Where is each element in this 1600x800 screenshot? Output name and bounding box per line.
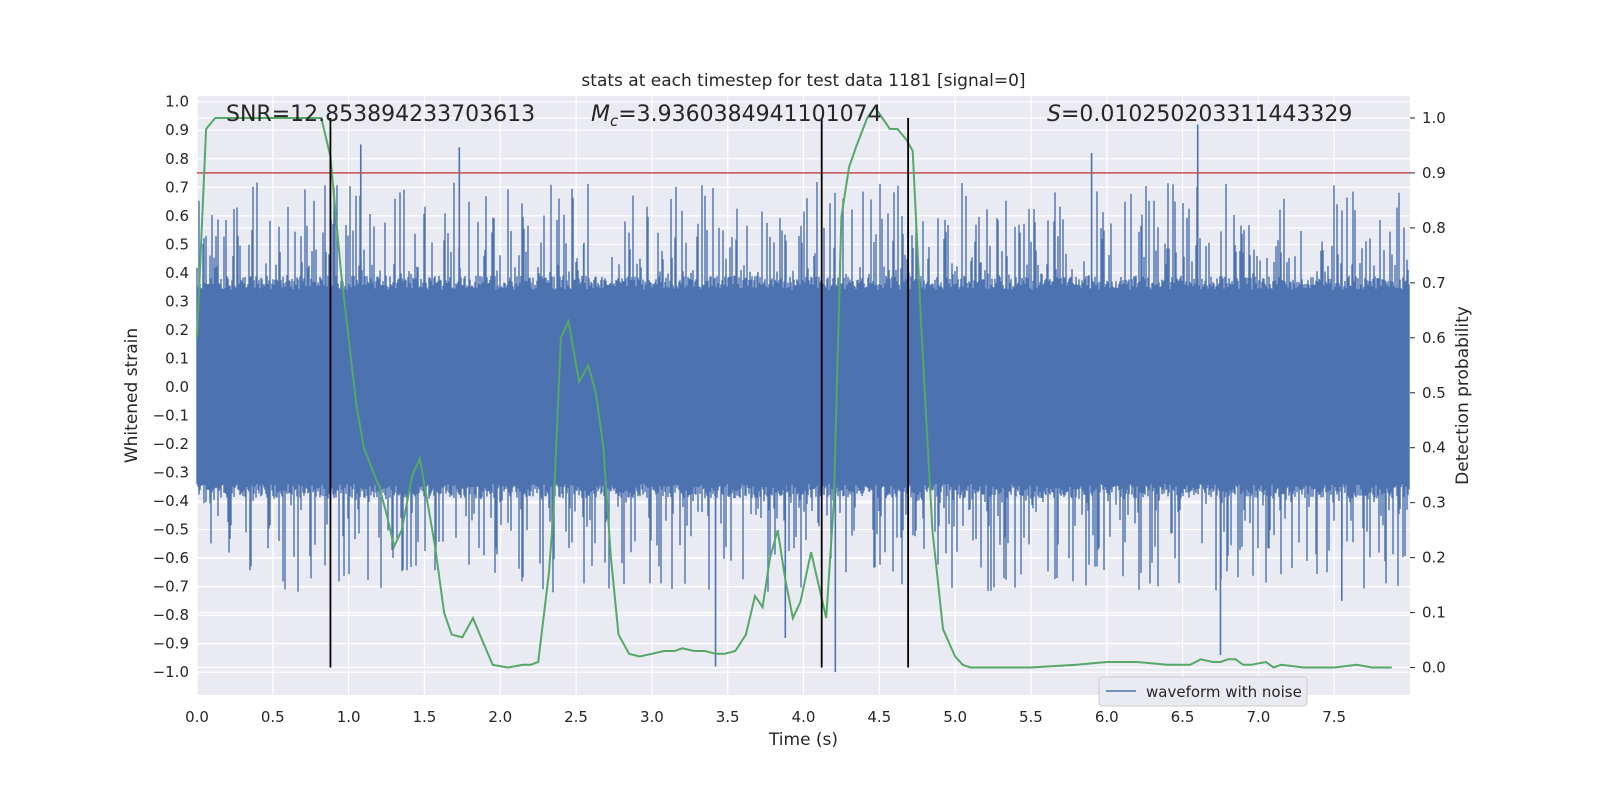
y-left-tick-label: −0.4 <box>153 492 189 510</box>
x-tick-label: 3.5 <box>716 708 740 726</box>
y-left-tick-label: −0.5 <box>153 521 189 539</box>
y-axis-left-label: Whitened strain <box>122 328 142 463</box>
x-tick-label: 4.5 <box>867 708 891 726</box>
y-left-tick-label: 0.7 <box>165 178 189 196</box>
overlay-lines <box>196 105 1410 669</box>
y-left-tick-label: 0.8 <box>165 150 189 168</box>
y-right-tick-label: 0.4 <box>1422 439 1446 457</box>
y-left-tick-label: −0.3 <box>153 464 189 482</box>
s-statistic-annotation: S=0.010250203311443329 <box>1047 102 1352 127</box>
y-left-tick-label: −0.7 <box>153 578 189 596</box>
x-tick-label: 5.5 <box>1019 708 1043 726</box>
chirp-mass-subscript: c <box>610 112 619 130</box>
y-left-tick-label: 0.9 <box>165 121 189 139</box>
y-left-tick-label: 0.5 <box>165 235 189 253</box>
x-tick-label: 7.5 <box>1322 708 1346 726</box>
y-right-tick-label: 1.0 <box>1422 109 1446 127</box>
y-right-tick-label: 0.8 <box>1422 219 1446 237</box>
chart-title: stats at each timestep for test data 118… <box>581 71 1025 91</box>
y-left-tick-label: 0.4 <box>165 264 189 282</box>
chirp-mass-annotation: Mc=3.9360384941101074 <box>591 102 882 130</box>
y-left-tick-label: −0.2 <box>153 435 189 453</box>
y-axis-right-label: Detection probability <box>1453 306 1473 485</box>
y-left-tick-label: 1.0 <box>165 93 189 111</box>
axis-ticks: 0.0 0.5 1.0 1.5 2.0 2.5 3.0 3.5 4.0 4.5 5.0 5.5 6.0 6… <box>153 93 1446 726</box>
y-right-tick-label: 0.2 <box>1422 549 1446 567</box>
y-left-tick-label: −0.8 <box>153 606 189 624</box>
y-left-tick-label: −0.6 <box>153 549 189 567</box>
y-right-tick-label: 0.1 <box>1422 604 1446 622</box>
y-left-tick-label: −1.0 <box>153 663 189 681</box>
s-statistic-symbol: S <box>1047 102 1061 127</box>
x-tick-label: 1.5 <box>413 708 437 726</box>
x-tick-label: 2.5 <box>564 708 588 726</box>
y-left-tick-label: −0.9 <box>153 635 189 653</box>
chart-legend: waveform with noise <box>1098 676 1308 707</box>
snr-annotation: SNR=12.853894233703613 <box>226 102 535 127</box>
detection-probability-line <box>196 105 1392 669</box>
chirp-mass-symbol: M <box>591 102 610 127</box>
y-left-tick-label: 0.1 <box>165 349 189 367</box>
y-left-tick-label: −0.1 <box>153 406 189 424</box>
x-tick-label: 5.0 <box>943 708 967 726</box>
x-tick-label: 1.0 <box>337 708 361 726</box>
y-left-tick-label: 0.2 <box>165 321 189 339</box>
y-right-tick-label: 0.3 <box>1422 494 1446 512</box>
y-left-tick-label: 0.0 <box>165 378 189 396</box>
s-statistic-value: =0.010250203311443329 <box>1061 102 1352 127</box>
y-right-tick-label: 0.0 <box>1422 659 1446 677</box>
x-tick-label: 7.0 <box>1246 708 1270 726</box>
x-axis-label: Time (s) <box>768 730 838 750</box>
y-left-tick-label: 0.6 <box>165 207 189 225</box>
y-right-tick-label: 0.9 <box>1422 164 1446 182</box>
x-tick-label: 0.5 <box>261 708 285 726</box>
chirp-mass-value: =3.9360384941101074 <box>618 102 881 127</box>
x-tick-label: 3.0 <box>640 708 664 726</box>
legend-label-waveform: waveform with noise <box>1146 683 1302 701</box>
y-right-tick-label: 0.5 <box>1422 384 1446 402</box>
x-tick-label: 6.5 <box>1171 708 1195 726</box>
x-tick-label: 6.0 <box>1095 708 1119 726</box>
y-right-tick-label: 0.7 <box>1422 274 1446 292</box>
x-tick-label: 4.0 <box>792 708 816 726</box>
y-left-tick-label: 0.3 <box>165 292 189 310</box>
legend-box <box>1098 676 1308 707</box>
x-tick-label: 2.0 <box>488 708 512 726</box>
y-right-tick-label: 0.6 <box>1422 329 1446 347</box>
x-tick-label: 0.0 <box>185 708 209 726</box>
